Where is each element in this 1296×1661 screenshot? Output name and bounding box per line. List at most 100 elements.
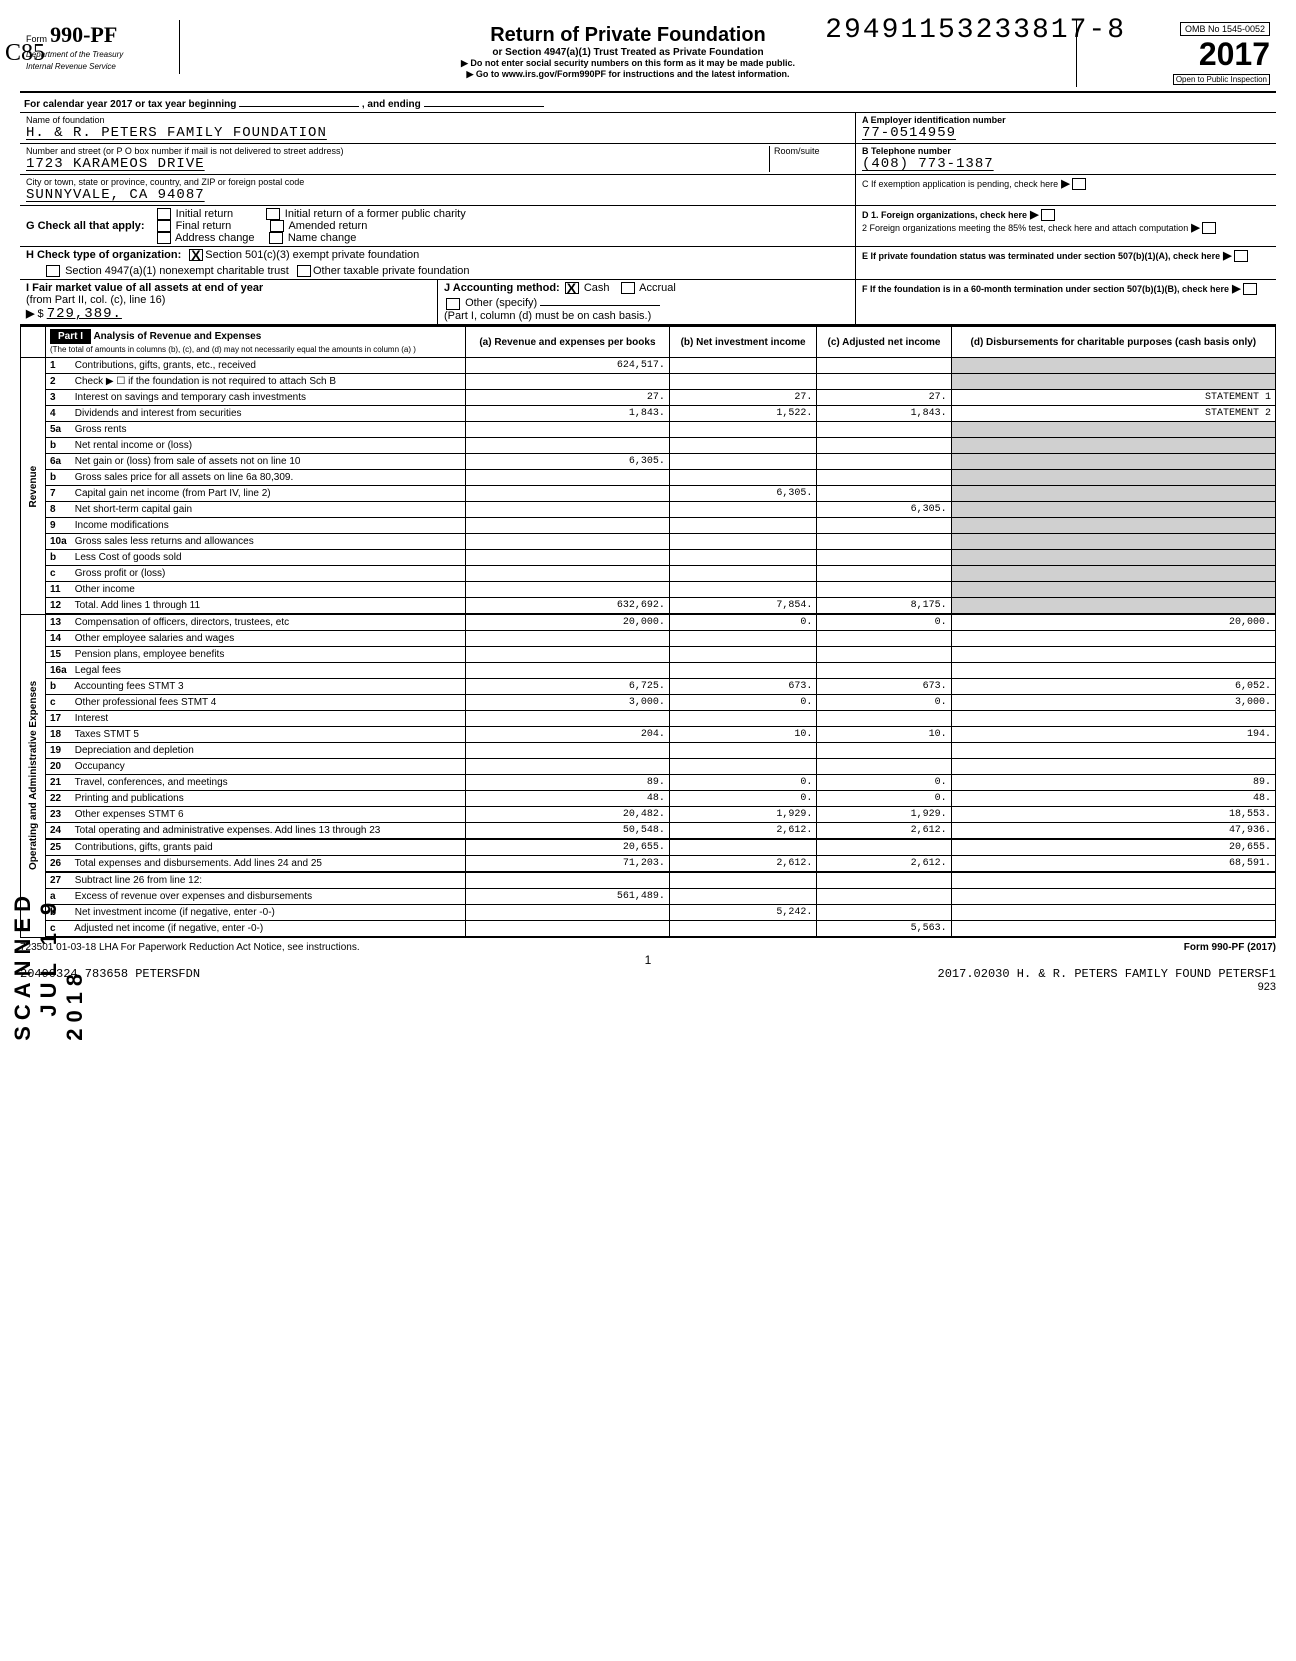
cell-b: [669, 438, 817, 454]
cell-d: 89.: [951, 775, 1275, 791]
j-note: (Part I, column (d) must be on cash basi…: [444, 310, 651, 322]
checkbox-501c3[interactable]: [189, 249, 203, 261]
row-label: 27 Subtract line 26 from line 12:: [46, 872, 466, 889]
cell-d: 194.: [951, 727, 1275, 743]
checkbox-f[interactable]: [1243, 283, 1257, 295]
table-row: 8 Net short-term capital gain6,305.: [21, 502, 1276, 518]
table-row: c Adjusted net income (if negative, ente…: [21, 921, 1276, 938]
table-row: 18 Taxes STMT 5204.10.10.194.: [21, 727, 1276, 743]
g-final: Final return: [176, 220, 232, 232]
cell-a: 89.: [466, 775, 670, 791]
page-number: 1: [20, 953, 1276, 967]
table-row: 19 Depreciation and depletion: [21, 743, 1276, 759]
table-row: 9 Income modifications: [21, 518, 1276, 534]
cell-b: [669, 374, 817, 390]
cell-c: [817, 534, 951, 550]
cell-d: [951, 711, 1275, 727]
cell-c: [817, 358, 951, 374]
cell-c: 2,612.: [817, 856, 951, 873]
cell-d: [951, 889, 1275, 905]
cell-c: [817, 470, 951, 486]
cell-d: 18,553.: [951, 807, 1275, 823]
g-amended: Amended return: [288, 220, 367, 232]
cell-d: [951, 872, 1275, 889]
checkbox-initial-former[interactable]: [266, 208, 280, 220]
cell-b: 2,612.: [669, 856, 817, 873]
cell-b: [669, 566, 817, 582]
checkbox-initial[interactable]: [157, 208, 171, 220]
cell-a: [466, 905, 670, 921]
checkbox-other-method[interactable]: [446, 298, 460, 310]
cell-b: [669, 711, 817, 727]
table-row: 20 Occupancy: [21, 759, 1276, 775]
table-row: 23 Other expenses STMT 620,482.1,929.1,9…: [21, 807, 1276, 823]
table-row: 21 Travel, conferences, and meetings89.0…: [21, 775, 1276, 791]
cell-d: [951, 647, 1275, 663]
checkbox-name[interactable]: [269, 232, 283, 244]
row-label: b Net rental income or (loss): [46, 438, 466, 454]
table-row: 2 Check ▶ ☐ if the foundation is not req…: [21, 374, 1276, 390]
scanned-stamp: SCANNED JUL 1 9 2018: [10, 890, 88, 1041]
cell-a: [466, 647, 670, 663]
cell-b: 673.: [669, 679, 817, 695]
cell-d: 68,591.: [951, 856, 1275, 873]
checkbox-other-tax[interactable]: [297, 265, 311, 277]
cell-d: [951, 486, 1275, 502]
j-label: J Accounting method:: [444, 282, 560, 294]
cell-b: [669, 358, 817, 374]
checkbox-d1[interactable]: [1041, 209, 1055, 221]
row-label: 11 Other income: [46, 582, 466, 598]
cell-c: 0.: [817, 775, 951, 791]
addr-label: Number and street (or P O box number if …: [26, 146, 769, 156]
cell-a: 71,203.: [466, 856, 670, 873]
cell-d: STATEMENT 2: [951, 406, 1275, 422]
cell-d: 48.: [951, 791, 1275, 807]
cell-a: 27.: [466, 390, 670, 406]
cell-c: [817, 454, 951, 470]
checkbox-accrual[interactable]: [621, 282, 635, 294]
checkbox-amended[interactable]: [270, 220, 284, 232]
cell-b: [669, 582, 817, 598]
checkbox-4947[interactable]: [46, 265, 60, 277]
g-name: Name change: [288, 232, 357, 244]
row-label: 7 Capital gain net income (from Part IV,…: [46, 486, 466, 502]
cell-c: [817, 905, 951, 921]
row-label: 6a Net gain or (loss) from sale of asset…: [46, 454, 466, 470]
cell-b: 0.: [669, 775, 817, 791]
omb-number: OMB No 1545-0052: [1180, 22, 1270, 36]
checkbox-cash[interactable]: [565, 282, 579, 294]
cell-a: 204.: [466, 727, 670, 743]
cell-d: [951, 921, 1275, 938]
table-row: 22 Printing and publications48.0.0.48.: [21, 791, 1276, 807]
row-label: 24 Total operating and administrative ex…: [46, 823, 466, 840]
checkbox-exemption[interactable]: [1072, 178, 1086, 190]
g-addr: Address change: [175, 232, 255, 244]
checkbox-e[interactable]: [1234, 250, 1248, 262]
cell-a: [466, 550, 670, 566]
expenses-side-label: Operating and Administrative Expenses: [21, 614, 46, 937]
g-former: Initial return of a former public charit…: [285, 208, 466, 220]
checkbox-final[interactable]: [157, 220, 171, 232]
section-d2: 2 Foreign organizations meeting the 85% …: [862, 223, 1188, 233]
cell-c: [817, 647, 951, 663]
cell-a: [466, 872, 670, 889]
cell-b: [669, 502, 817, 518]
table-row: 24 Total operating and administrative ex…: [21, 823, 1276, 840]
cell-a: 48.: [466, 791, 670, 807]
i-from: (from Part II, col. (c), line 16): [26, 294, 165, 306]
cell-a: [466, 566, 670, 582]
cell-a: 632,692.: [466, 598, 670, 615]
page-code: 923: [20, 981, 1276, 993]
cell-c: 6,305.: [817, 502, 951, 518]
checkbox-addr[interactable]: [157, 232, 171, 244]
checkbox-d2[interactable]: [1202, 222, 1216, 234]
cell-c: 1,929.: [817, 807, 951, 823]
cell-c: 27.: [817, 390, 951, 406]
col-d-header: (d) Disbursements for charitable purpose…: [951, 327, 1275, 358]
cell-a: 1,843.: [466, 406, 670, 422]
cell-b: [669, 872, 817, 889]
cell-c: [817, 759, 951, 775]
part1-table: Part I Analysis of Revenue and Expenses …: [20, 326, 1276, 938]
cell-d: [951, 470, 1275, 486]
cell-c: 2,612.: [817, 823, 951, 840]
